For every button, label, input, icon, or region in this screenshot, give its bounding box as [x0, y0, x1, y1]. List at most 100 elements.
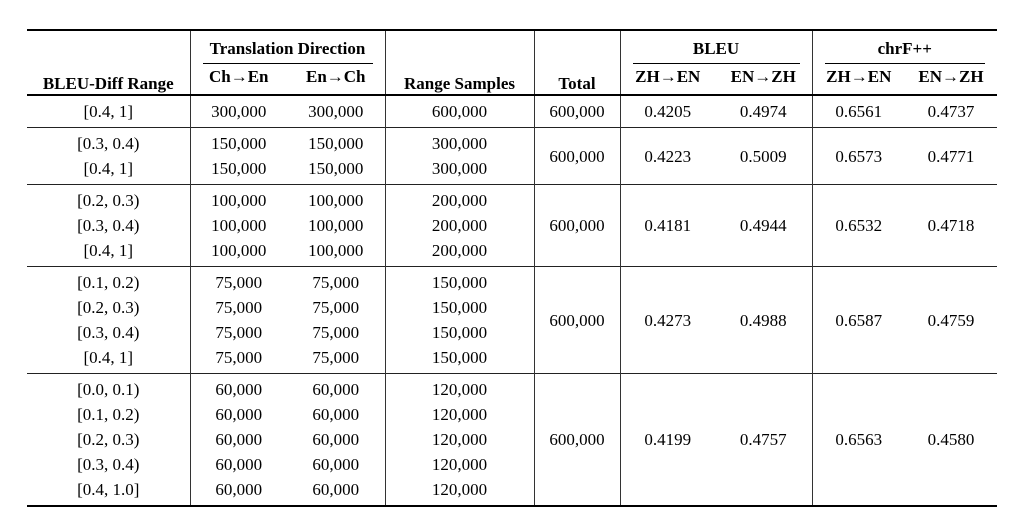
cell-ch-en: 150,000	[189, 156, 287, 185]
table-row: [0.4, 1] 75,000 75,000 150,000	[27, 345, 997, 374]
cell-ch-en: 75,000	[189, 345, 287, 374]
cell-range-samples: 150,000	[384, 266, 534, 295]
cell-en-ch: 60,000	[312, 480, 360, 499]
header-row-2: Ch→En En→Ch ZH→EN EN→ZH ZH→EN EN→ZH	[27, 64, 998, 96]
cell-range: [0.2, 0.3)	[77, 298, 140, 317]
cell-bleu-en-zh: 0.4988	[715, 266, 813, 374]
cell-range: [0.3, 0.4)	[77, 216, 140, 235]
header-chrf-en-zh: EN→ZH	[905, 64, 998, 96]
cell-range-samples: 120,000	[384, 452, 534, 477]
cell-total: 600,000	[533, 95, 620, 128]
cell-range: [0.3, 0.4)	[77, 323, 140, 342]
results-table: BLEU-Diff Range Translation Direction Ra…	[27, 29, 998, 507]
cell-range: [0.4, 1]	[83, 241, 134, 260]
cell-ch-en: 75,000	[189, 266, 287, 295]
cell-chrf-en-zh: 0.4771	[905, 127, 998, 185]
cell-ch-en: 100,000	[189, 238, 287, 267]
cell-ch-en: 300,000	[189, 95, 287, 128]
cell-ch-en: 60,000	[189, 427, 287, 452]
translation-direction-label: Translation Direction	[202, 38, 373, 64]
cell-range: [0.2, 0.3)	[77, 430, 140, 449]
cell-chrf-zh-en: 0.6563	[811, 373, 906, 506]
cell-en-ch: 150,000	[287, 127, 385, 156]
cell-ch-en: 150,000	[189, 127, 287, 156]
cell-range-samples: 300,000	[384, 156, 534, 185]
cell-total: 600,000	[533, 184, 620, 267]
cell-en-ch: 150,000	[308, 159, 364, 178]
cell-en-ch: 75,000	[312, 298, 360, 317]
cell-bleu-zh-en: 0.4223	[619, 127, 715, 185]
cell-range: [0.3, 0.4)	[27, 127, 190, 156]
table-row: [0.4, 1.0] 60,000 60,000 120,000	[27, 477, 997, 506]
cell-bleu-zh-en: 0.4181	[619, 184, 715, 267]
cell-chrf-zh-en: 0.6561	[811, 95, 906, 128]
table-row: [0.2, 0.3) 75,000 75,000 150,000	[27, 295, 997, 320]
chrf-label: chrF++	[824, 38, 986, 64]
table-row: [0.3, 0.4) 100,000 100,000 200,000	[27, 213, 997, 238]
cell-en-ch: 300,000	[308, 102, 364, 121]
table-row: [0.1, 0.2) 60,000 60,000 120,000	[27, 402, 997, 427]
cell-range-samples: 120,000	[384, 373, 534, 402]
header-row-1: BLEU-Diff Range Translation Direction Ra…	[27, 30, 998, 96]
cell-bleu-zh-en: 0.4205	[619, 95, 715, 128]
cell-range: [0.0, 0.1)	[27, 373, 190, 402]
cell-ch-en: 60,000	[189, 402, 287, 427]
cell-en-ch: 100,000	[308, 216, 364, 235]
cell-ch-en: 60,000	[189, 477, 287, 506]
table-row: [0.3, 0.4) 75,000 75,000 150,000	[27, 320, 997, 345]
cell-range: [0.4, 1]	[83, 348, 134, 367]
cell-bleu-zh-en: 0.4199	[619, 373, 715, 506]
header-bleu: BLEU	[619, 30, 813, 64]
cell-range-samples: 120,000	[384, 427, 534, 452]
cell-range-samples: 200,000	[384, 184, 534, 213]
bleu-label: BLEU	[632, 38, 800, 64]
cell-range-samples: 120,000	[384, 477, 534, 506]
cell-range-samples: 150,000	[384, 345, 534, 374]
cell-range: [0.3, 0.4)	[77, 455, 140, 474]
cell-chrf-zh-en: 0.6573	[811, 127, 906, 185]
cell-en-ch: 60,000	[287, 373, 385, 402]
cell-en-ch: 75,000	[287, 266, 385, 295]
cell-en-ch: 60,000	[312, 430, 360, 449]
table-row: [0.0, 0.1) 60,000 60,000 120,000 600,000…	[27, 373, 998, 506]
cell-ch-en: 100,000	[189, 184, 287, 213]
header-range-samples: Range Samples	[384, 30, 534, 96]
cell-bleu-en-zh: 0.4944	[715, 184, 813, 267]
cell-range-samples: 300,000	[384, 127, 534, 156]
cell-ch-en: 60,000	[189, 452, 287, 477]
cell-chrf-en-zh: 0.4580	[905, 373, 998, 506]
cell-en-ch: 60,000	[312, 455, 360, 474]
header-chrf-zh-en: ZH→EN	[811, 64, 906, 96]
header-total: Total	[533, 30, 620, 96]
cell-range-samples: 150,000	[384, 320, 534, 345]
cell-range-samples: 150,000	[384, 295, 534, 320]
cell-en-ch: 75,000	[312, 348, 360, 367]
cell-range-samples: 200,000	[384, 213, 534, 238]
header-ch-en: Ch→En	[189, 64, 287, 96]
cell-en-ch: 75,000	[312, 323, 360, 342]
table-row: [0.4, 1] 150,000 150,000 300,000	[27, 156, 997, 185]
cell-range: [0.4, 1]	[83, 159, 134, 178]
cell-en-ch: 100,000	[287, 184, 385, 213]
cell-ch-en: 60,000	[189, 373, 287, 402]
table-row: [0.1, 0.2) 75,000 75,000 150,000 600,000…	[27, 266, 998, 374]
cell-bleu-en-zh: 0.4757	[715, 373, 813, 506]
cell-range: [0.2, 0.3)	[27, 184, 190, 213]
cell-bleu-en-zh: 0.4974	[739, 102, 787, 121]
cell-chrf-en-zh: 0.4759	[905, 266, 998, 374]
table-header: BLEU-Diff Range Translation Direction Ra…	[27, 30, 998, 96]
table-row: [0.3, 0.4) 60,000 60,000 120,000	[27, 452, 997, 477]
cell-total: 600,000	[533, 127, 620, 185]
cell-range: [0.4, 1.0]	[77, 480, 140, 499]
cell-range: [0.4, 1]	[83, 102, 134, 121]
cell-chrf-zh-en: 0.6587	[811, 266, 906, 374]
cell-chrf-en-zh: 0.4718	[905, 184, 998, 267]
table-row: [0.4, 1] 300,000 300,000 600,000 600,000…	[27, 95, 997, 128]
header-bleu-zh-en: ZH→EN	[619, 64, 715, 96]
cell-chrf-en-zh: 0.4737	[927, 102, 975, 121]
table-row: [0.4, 1] 100,000 100,000 200,000	[27, 238, 997, 267]
header-bleu-en-zh: EN→ZH	[715, 64, 813, 96]
header-chrf: chrF++	[811, 30, 998, 64]
cell-range-samples: 120,000	[384, 402, 534, 427]
